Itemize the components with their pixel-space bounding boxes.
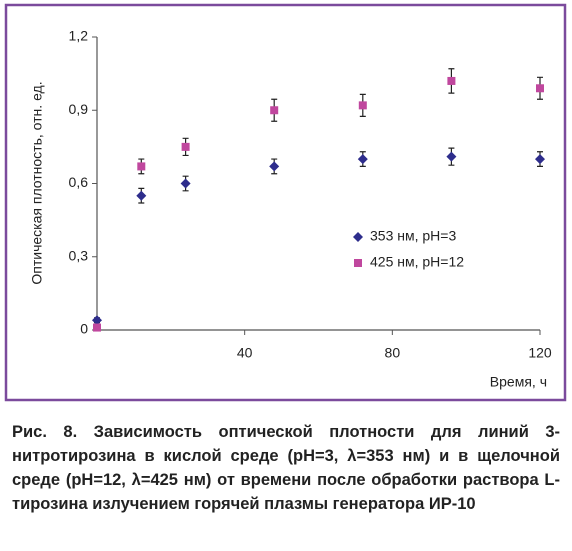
- y-tick-label: 0: [80, 321, 88, 337]
- legend-label: 425 нм, pH=12: [370, 254, 464, 270]
- point: [181, 142, 190, 151]
- point: [137, 162, 146, 171]
- x-tick-label: 80: [385, 345, 401, 361]
- point: [180, 178, 191, 189]
- point: [535, 154, 545, 165]
- legend-marker: [354, 259, 362, 267]
- caption: Рис. 8. Зависимость оптической плотности…: [12, 423, 560, 513]
- point: [269, 161, 280, 172]
- y-axis-label: Оптическая плотность, отн. ед.: [29, 81, 45, 284]
- y-tick-label: 0,3: [69, 247, 89, 263]
- y-tick-label: 0,6: [69, 174, 89, 190]
- point: [92, 315, 102, 326]
- point: [358, 101, 367, 110]
- x-tick-label: 40: [237, 345, 253, 361]
- point: [136, 190, 147, 201]
- point: [446, 151, 457, 162]
- point: [270, 106, 279, 115]
- frame: [4, 3, 567, 402]
- point: [357, 154, 368, 165]
- y-tick-label: 0,9: [69, 101, 89, 117]
- legend-label: 353 нм, pH=3: [370, 228, 456, 244]
- x-tick-label: 120: [528, 345, 552, 361]
- y-tick-label: 1,2: [69, 28, 89, 44]
- x-axis-label: Время, ч: [490, 374, 547, 390]
- point: [447, 76, 456, 85]
- chart: Оптическая плотность, отн. ед. Время, ч …: [4, 3, 567, 402]
- point: [536, 84, 544, 93]
- point: [93, 323, 101, 332]
- legend-marker: [353, 232, 363, 242]
